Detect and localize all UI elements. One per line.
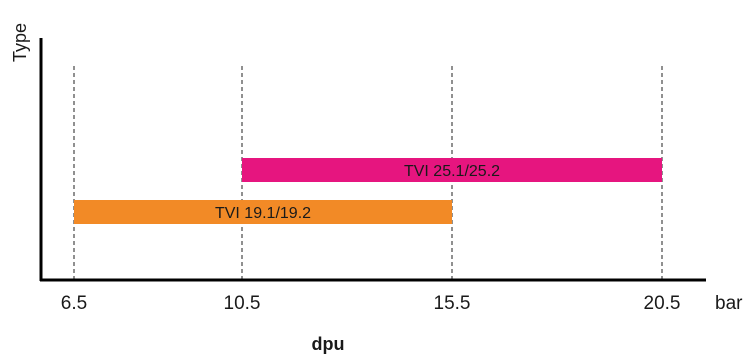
x-tick-labels: 6.5 10.5 15.5 20.5 [61,293,681,314]
x-tick-label: 6.5 [61,293,87,314]
range-bar-label: TVI 25.1/25.2 [404,163,500,180]
y-axis-label: Type [10,23,30,62]
x-tick-label: 15.5 [434,293,471,314]
x-tick-label: 10.5 [224,293,261,314]
range-bar [242,158,662,182]
range-bar-label: TVI 19.1/19.2 [215,205,311,222]
x-tick-label: 20.5 [644,293,681,314]
x-axis-label: dpu [312,334,345,354]
x-unit-label: bar [715,293,743,314]
range-bar [74,200,452,224]
axes [39,38,706,282]
range-bars: TVI 25.1/25.2 TVI 19.1/19.2 [74,158,662,224]
